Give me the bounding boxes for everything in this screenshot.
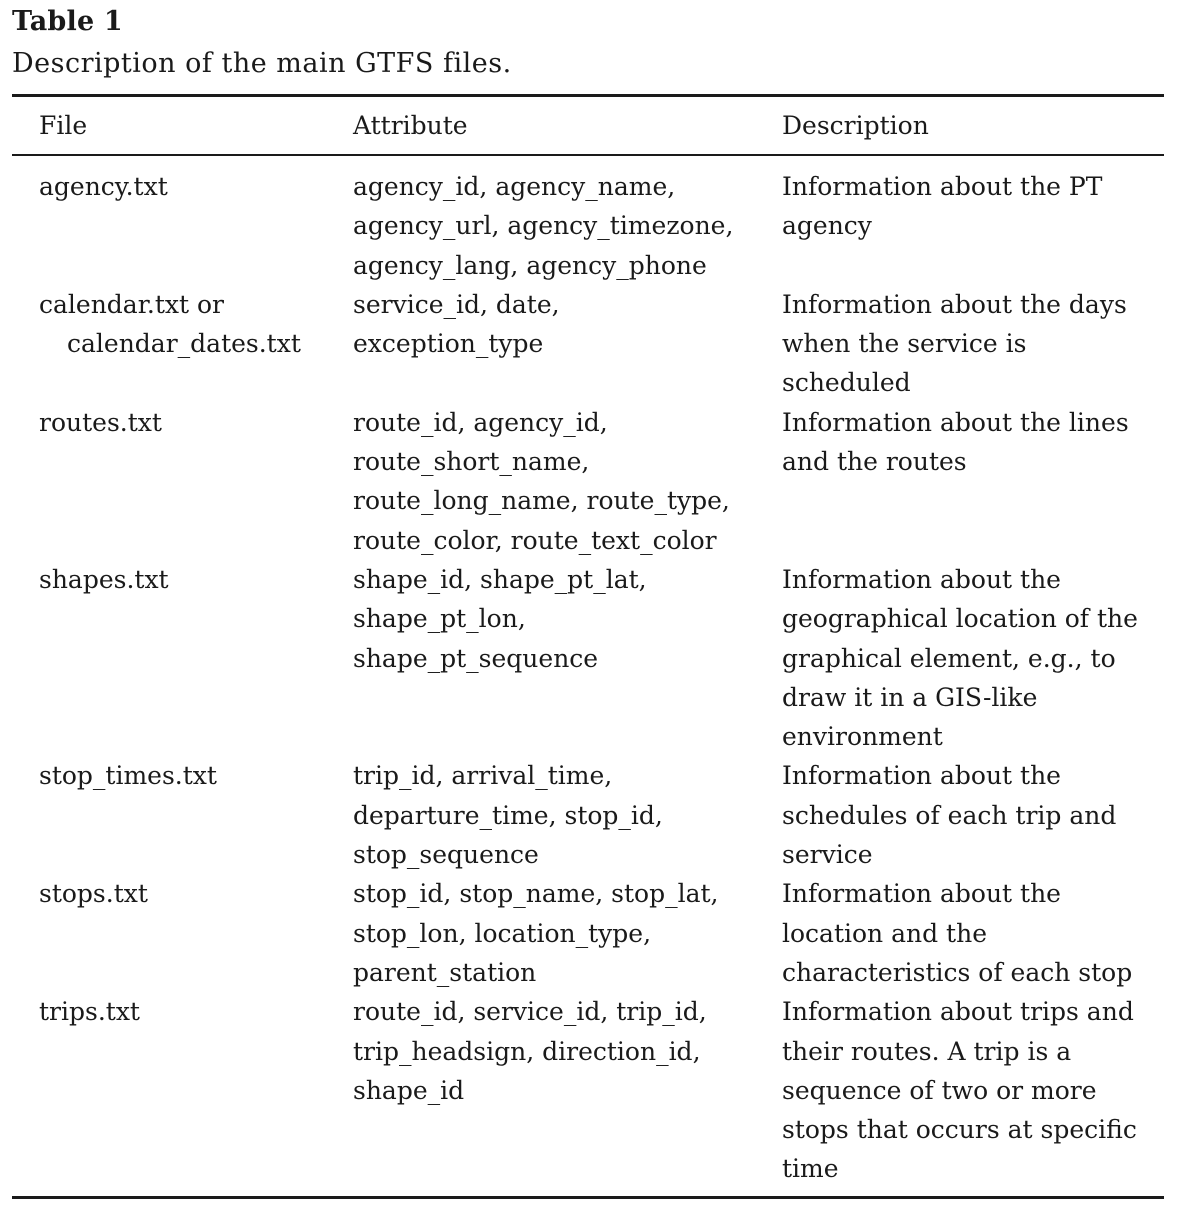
- cell-description-line: their routes. A trip is a: [782, 1036, 1072, 1066]
- cell-attribute-line: agency_url, agency_timezone,: [353, 211, 734, 241]
- cell-attribute-line: departure_time, stop_id,: [353, 800, 663, 830]
- cell-file-line: agency.txt: [39, 172, 168, 201]
- cell-attribute: shape_id, shape_pt_lat, shape_pt_lon,shap…: [353, 560, 763, 678]
- cell-file-line: stop_times.txt: [39, 761, 217, 791]
- cell-file: shapes.txt: [39, 560, 339, 599]
- cell-description-line: Information about the: [782, 761, 1061, 791]
- bottom-rule: [12, 1196, 1164, 1199]
- table-label: Table 1: [12, 6, 123, 37]
- cell-file: stops.txt: [39, 874, 339, 913]
- cell-description-line: location and the: [782, 918, 987, 948]
- cell-description-line: draw it in a GIS-like: [782, 682, 1038, 712]
- header-attribute: Attribute: [353, 111, 468, 140]
- table-row: calendar.txt or calendar_dates.txt service…: [0, 285, 1179, 403]
- cell-attribute-line: shape_id: [353, 1075, 465, 1105]
- cell-attribute-line: exception_type: [353, 329, 544, 359]
- cell-attribute-line: agency_lang, agency_phone: [353, 250, 707, 280]
- cell-file-line: trips.txt: [39, 997, 140, 1027]
- cell-attribute-line: route_short_name,: [353, 447, 590, 477]
- cell-attribute-line: route_color, route_text_color: [353, 525, 717, 555]
- cell-description-line: Information about the lines: [782, 407, 1129, 437]
- table-row: agency.txt agency_id, agency_name, agency_…: [0, 167, 1179, 285]
- cell-attribute-line: shape_id, shape_pt_lat,: [353, 564, 647, 594]
- cell-attribute-line: parent_station: [353, 957, 537, 987]
- cell-description-line: Information about trips and: [782, 997, 1134, 1027]
- cell-file: calendar.txt or calendar_dates.txt: [39, 285, 339, 364]
- table-body: agency.txt agency_id, agency_name, agency_…: [0, 167, 1179, 1189]
- cell-attribute: trip_id, arrival_time, departure_time, st…: [353, 756, 763, 874]
- cell-file: stop_times.txt: [39, 756, 339, 795]
- cell-attribute-line: stop_id, stop_name, stop_lat,: [353, 879, 719, 909]
- cell-file: trips.txt: [39, 992, 339, 1031]
- cell-attribute: agency_id, agency_name, agency_url, agenc…: [353, 167, 763, 285]
- top-rule: [12, 94, 1164, 97]
- cell-attribute-line: trip_headsign, direction_id,: [353, 1036, 701, 1066]
- cell-attribute: stop_id, stop_name, stop_lat, stop_lon, l…: [353, 874, 763, 992]
- cell-description: Information about trips and their routes.…: [782, 992, 1172, 1188]
- table-row: stops.txt stop_id, stop_name, stop_lat, st…: [0, 874, 1179, 992]
- cell-attribute: service_id, date, exception_type: [353, 285, 763, 364]
- cell-description-line: Information about the days: [782, 289, 1127, 319]
- cell-file-line: stops.txt: [39, 879, 148, 909]
- cell-attribute-line: stop_lon, location_type,: [353, 918, 652, 948]
- table-row: trips.txt route_id, service_id, trip_id,t…: [0, 992, 1179, 1189]
- cell-attribute: route_id, service_id, trip_id, trip_heads…: [353, 992, 763, 1110]
- cell-attribute-line: shape_pt_lon,: [353, 604, 526, 634]
- cell-attribute-line: route_id, service_id, trip_id,: [353, 997, 707, 1027]
- cell-description: Information about the lines and the route…: [782, 403, 1172, 482]
- table-header-row: File Attribute Description: [0, 106, 1179, 146]
- cell-description-line: graphical element, e.g., to: [782, 643, 1116, 673]
- cell-description-line: schedules of each trip and: [782, 800, 1117, 830]
- cell-file-line: routes.txt: [39, 407, 162, 437]
- cell-description-line: stops that occurs at specific: [782, 1115, 1137, 1145]
- cell-file: routes.txt: [39, 403, 339, 442]
- cell-description-line: time: [782, 1154, 839, 1184]
- cell-attribute-line: trip_id, arrival_time,: [353, 761, 613, 791]
- cell-description-line: Information about the: [782, 564, 1061, 594]
- table-caption: Table 1 Description of the main GTFS fil…: [12, 2, 1162, 86]
- cell-attribute-line: stop_sequence: [353, 840, 539, 870]
- cell-file-line: shapes.txt: [39, 564, 169, 594]
- cell-description-line: geographical location of the: [782, 604, 1138, 634]
- cell-description: Information about the geographical locati…: [782, 560, 1172, 756]
- cell-file-line: calendar_dates.txt: [67, 329, 301, 359]
- cell-attribute-line: route_long_name, route_type,: [353, 486, 730, 516]
- table-title: Description of the main GTFS files.: [12, 48, 512, 79]
- table-row: routes.txt route_id, agency_id, route_shor…: [0, 403, 1179, 560]
- cell-description: Information about the location and the cha…: [782, 874, 1172, 992]
- cell-attribute-line: service_id, date,: [353, 289, 560, 319]
- header-description: Description: [782, 111, 929, 140]
- cell-description-line: when the service is: [782, 329, 1027, 359]
- cell-description-line: agency: [782, 211, 872, 241]
- cell-file: agency.txt: [39, 167, 339, 206]
- cell-file-line: calendar.txt or: [39, 289, 224, 319]
- cell-description-line: sequence of two or more: [782, 1075, 1097, 1105]
- table-row: shapes.txt shape_id, shape_pt_lat, shape_p…: [0, 560, 1179, 757]
- table-row: stop_times.txt trip_id, arrival_time,depa…: [0, 756, 1179, 874]
- cell-description-line: scheduled: [782, 368, 911, 398]
- header-rule: [12, 154, 1164, 156]
- cell-attribute: route_id, agency_id, route_short_name,rou…: [353, 403, 763, 560]
- cell-description-line: characteristics of each stop: [782, 957, 1133, 987]
- cell-description: Information about the days when the servi…: [782, 285, 1172, 403]
- cell-description: Information about the PT agency: [782, 167, 1172, 246]
- cell-attribute-line: route_id, agency_id,: [353, 407, 608, 437]
- cell-attribute-line: shape_pt_sequence: [353, 643, 599, 673]
- cell-description-line: service: [782, 840, 873, 870]
- cell-description: Information about the schedules of each t…: [782, 756, 1172, 874]
- header-file: File: [39, 111, 88, 140]
- cell-description-line: Information about the: [782, 879, 1061, 909]
- cell-description-line: environment: [782, 722, 943, 752]
- cell-description-line: and the routes: [782, 447, 967, 477]
- cell-attribute-line: agency_id, agency_name,: [353, 172, 676, 201]
- cell-description-line: Information about the PT: [782, 172, 1103, 201]
